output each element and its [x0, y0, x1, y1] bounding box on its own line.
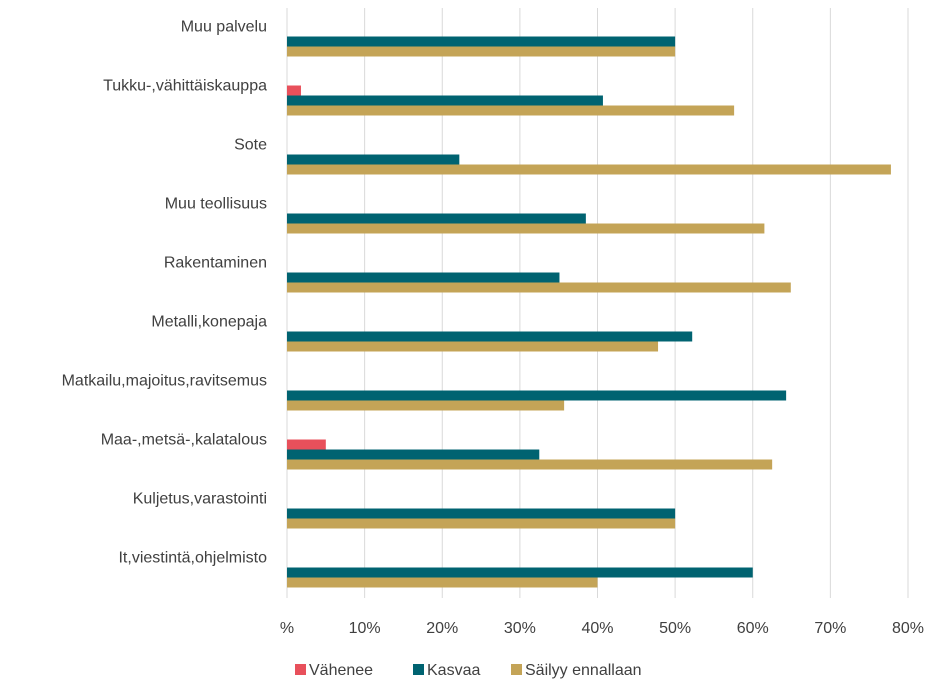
- x-tick-label: %: [280, 620, 294, 637]
- category-label: Muu teollisuus: [165, 196, 267, 213]
- bar-sailyy: [287, 164, 891, 175]
- bar-sailyy: [287, 459, 773, 470]
- bar-sailyy: [287, 518, 676, 529]
- bar-sailyy: [287, 105, 735, 116]
- x-tick-labels: % 10% 20% 30% 40% 50% 60% 70% 80%: [280, 620, 924, 637]
- legend-swatch: [295, 664, 306, 675]
- bar-sailyy: [287, 223, 765, 234]
- category-label: Maa-,metsä-,kalatalous: [101, 432, 267, 449]
- bar-sailyy: [287, 46, 676, 57]
- x-tick-label: 50%: [659, 620, 691, 637]
- bar-kasvaa: [287, 154, 460, 165]
- x-tick-label: 20%: [426, 620, 458, 637]
- category-label: Tukku-,vähittäiskauppa: [103, 78, 267, 95]
- legend-label: Kasvaa: [427, 662, 480, 679]
- bar-sailyy: [287, 577, 598, 588]
- x-tick-label: 80%: [892, 620, 924, 637]
- x-tick-label: 10%: [349, 620, 381, 637]
- bars: [287, 36, 891, 588]
- bar-sailyy: [287, 400, 565, 411]
- bar-kasvaa: [287, 390, 787, 401]
- bar-sailyy: [287, 341, 659, 352]
- bar-vahenee: [287, 85, 301, 96]
- legend-label: Säilyy ennallaan: [525, 662, 642, 679]
- x-tick-label: 70%: [814, 620, 846, 637]
- category-label: Muu palvelu: [181, 19, 267, 36]
- category-label: Kuljetus,varastointi: [133, 491, 267, 508]
- bar-kasvaa: [287, 508, 676, 519]
- bar-kasvaa: [287, 331, 693, 342]
- bar-kasvaa: [287, 449, 540, 460]
- bar-kasvaa: [287, 567, 753, 578]
- bar-kasvaa: [287, 213, 586, 224]
- category-label: Rakentaminen: [164, 255, 267, 272]
- category-label: Metalli,konepaja: [151, 314, 267, 331]
- category-label: Matkailu,majoitus,ravitsemus: [62, 373, 267, 390]
- bar-vahenee: [287, 439, 326, 450]
- x-tick-label: 60%: [737, 620, 769, 637]
- bar-kasvaa: [287, 272, 560, 283]
- bar-kasvaa: [287, 36, 676, 47]
- legend-swatch: [511, 664, 522, 675]
- category-labels: Muu palvelu Tukku-,vähittäiskauppa Sote Muu…: [62, 19, 268, 567]
- x-tick-label: 30%: [504, 620, 536, 637]
- bar-sailyy: [287, 282, 791, 293]
- category-label: Sote: [234, 137, 267, 154]
- bar-kasvaa: [287, 95, 603, 106]
- x-tick-label: 40%: [581, 620, 613, 637]
- legend-swatch: [413, 664, 424, 675]
- legend-label: Vähenee: [309, 662, 373, 679]
- category-label: It,viestintä,ohjelmisto: [118, 550, 267, 567]
- legend: Vähenee Kasvaa Säilyy ennallaan: [295, 662, 642, 679]
